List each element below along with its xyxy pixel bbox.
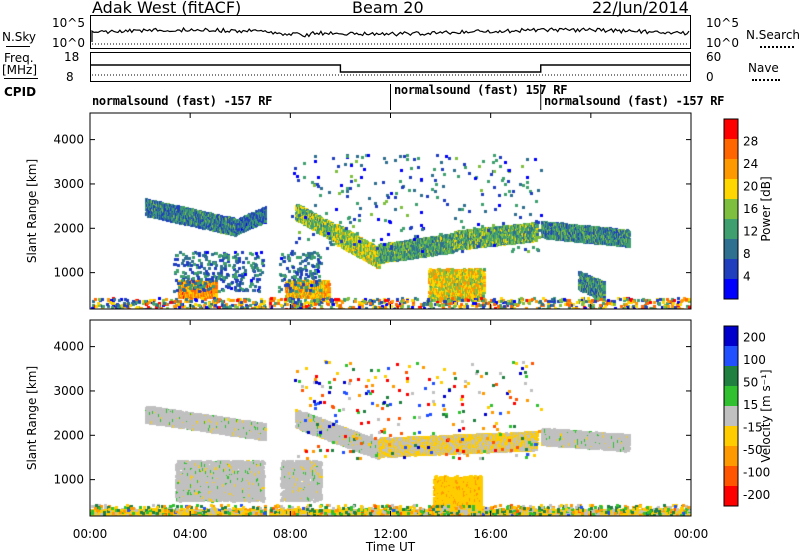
noise-trace xyxy=(91,26,690,42)
date-label: 22/Jun/2014 xyxy=(592,0,689,17)
x-axis-label: Time UT xyxy=(365,540,416,554)
freq-right-tick-bottom: 0 xyxy=(706,70,714,84)
power-ytick-label-3: 4000 xyxy=(53,133,84,147)
power-colorbar-tick-6: 28 xyxy=(743,135,758,149)
velocity-colorbar-frame xyxy=(723,325,739,507)
freq-trace xyxy=(90,64,691,73)
x-tick-label-5: 20:00 xyxy=(574,527,609,541)
power-ylabel: Slant Range [km] xyxy=(25,159,39,263)
x-tick-label-1: 04:00 xyxy=(173,527,208,541)
x-tick-label-0: 00:00 xyxy=(73,527,108,541)
velocity-colorbar-segment-3 xyxy=(724,386,738,407)
power-colorbar-segment-1 xyxy=(724,139,738,160)
cpid-mode-3: normalsound (fast) -157 RF xyxy=(544,94,725,108)
freq-right-tick-top: 60 xyxy=(706,50,722,64)
velocity-colorbar-segment-7 xyxy=(724,466,738,487)
velocity-heatmap xyxy=(90,320,691,516)
power-colorbar-tick-1: 8 xyxy=(743,247,751,261)
noise-left-tick-bottom: 10^0 xyxy=(52,36,85,50)
velocity-ytick-label-0: 1000 xyxy=(53,473,84,487)
power-colorbar-segment-7 xyxy=(724,259,738,280)
nave-legend-dots xyxy=(752,79,780,81)
velocity-colorbar-tick-5: -50 xyxy=(743,443,763,457)
power-plot-frame xyxy=(89,112,692,310)
velocity-ytick-label-2: 3000 xyxy=(53,384,84,398)
velocity-colorbar-segment-4 xyxy=(724,406,738,427)
velocity-colorbar-tick-4: -15 xyxy=(743,420,763,434)
velocity-plot-frame xyxy=(89,319,692,517)
nsearch-legend-dots xyxy=(760,46,794,48)
power-colorbar-tick-3: 16 xyxy=(743,202,758,216)
nsky-label: N.Sky xyxy=(2,30,37,44)
x-tick-label-4: 16:00 xyxy=(473,527,508,541)
power-colorbar-frame xyxy=(723,118,739,300)
power-ytick-label-2: 3000 xyxy=(53,177,84,191)
velocity-colorbar-tick-6: -100 xyxy=(743,465,770,479)
velocity-colorbar-tick-7: -200 xyxy=(743,488,770,502)
noise-left-tick-top: 10^5 xyxy=(52,16,85,30)
x-tick-label-2: 08:00 xyxy=(273,527,308,541)
power-colorbar-segment-2 xyxy=(724,159,738,180)
freq-left-tick-top: 18 xyxy=(64,50,80,64)
velocity-colorbar-segment-6 xyxy=(724,446,738,467)
beam-label: Beam 20 xyxy=(352,0,424,17)
velocity-colorbar-segment-5 xyxy=(724,426,738,447)
velocity-colorbar-label: Velocity [m s⁻¹] xyxy=(759,369,773,462)
velocity-colorbar-segment-8 xyxy=(724,486,738,507)
nave-label: Nave xyxy=(748,61,779,75)
nsearch-label: N.Search xyxy=(746,28,800,42)
power-colorbar-tick-4: 20 xyxy=(743,180,758,194)
velocity-ytick-label-1: 2000 xyxy=(53,428,84,442)
velocity-colorbar-segment-0 xyxy=(724,326,738,347)
power-colorbar-label: Power [dB] xyxy=(759,176,773,241)
power-colorbar-tick-0: 4 xyxy=(743,270,751,284)
freq-legend-line xyxy=(4,78,38,79)
cpid-mode-1: normalsound (fast) -157 RF xyxy=(92,94,273,108)
velocity-ytick-label-3: 4000 xyxy=(53,340,84,354)
velocity-colorbar-tick-0: 200 xyxy=(743,330,766,344)
velocity-colorbar-segment-1 xyxy=(724,346,738,367)
power-ytick-label-1: 2000 xyxy=(53,221,84,235)
velocity-colorbar-tick-1: 100 xyxy=(743,353,766,367)
power-colorbar-segment-5 xyxy=(724,219,738,240)
velocity-ylabel: Slant Range [km] xyxy=(25,366,39,470)
power-colorbar-segment-3 xyxy=(724,179,738,200)
power-ytick-label-0: 1000 xyxy=(53,266,84,280)
power-heatmap xyxy=(90,113,691,309)
power-colorbar-segment-6 xyxy=(724,239,738,260)
noise-right-tick-top: 10^5 xyxy=(706,16,739,30)
x-tick-label-6: 00:00 xyxy=(674,527,709,541)
freq-unit-label: [MHz] xyxy=(2,63,38,77)
noise-right-tick-bottom: 10^0 xyxy=(706,36,739,50)
freq-label: Freq. xyxy=(4,51,34,65)
nsky-legend-line xyxy=(6,46,30,47)
power-colorbar-tick-2: 12 xyxy=(743,225,758,239)
freq-left-tick-bottom: 8 xyxy=(66,70,74,84)
power-colorbar-segment-0 xyxy=(724,119,738,140)
velocity-colorbar-tick-3: 15 xyxy=(743,398,758,412)
power-colorbar-segment-8 xyxy=(724,279,738,300)
velocity-colorbar-tick-2: 50 xyxy=(743,375,758,389)
freq-panel xyxy=(90,52,691,82)
noise-panel xyxy=(90,15,691,49)
x-tick-label-3: 12:00 xyxy=(373,527,408,541)
station-title: Adak West (fitACF) xyxy=(92,0,242,17)
cpid-label: CPID xyxy=(4,85,37,99)
power-colorbar-tick-5: 24 xyxy=(743,157,758,171)
cpid-mode-2: normalsound (fast) 157 RF xyxy=(394,83,568,97)
power-colorbar-segment-4 xyxy=(724,199,738,220)
velocity-colorbar-segment-2 xyxy=(724,366,738,387)
